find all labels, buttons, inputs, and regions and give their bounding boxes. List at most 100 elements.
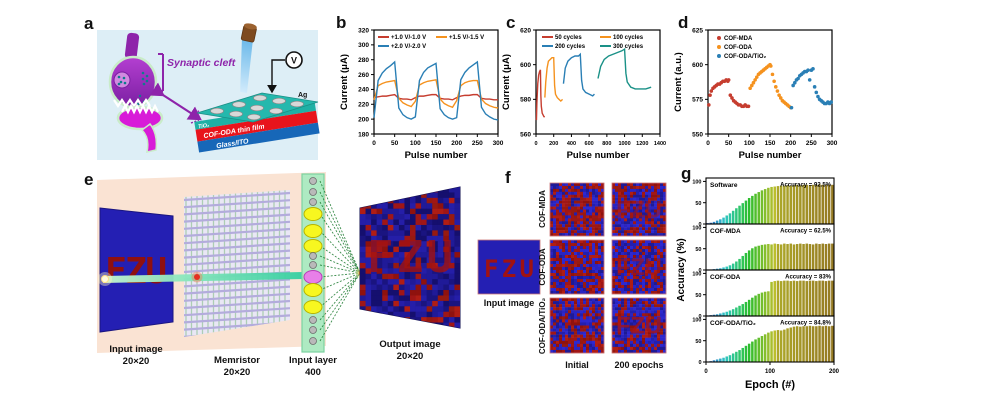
- svg-text:100: 100: [744, 140, 755, 147]
- svg-text:300: 300: [493, 140, 504, 147]
- svg-text:100: 100: [692, 226, 701, 232]
- g-subplot-name-3: COF-ODA/TiO₂: [710, 320, 756, 327]
- svg-text:100: 100: [692, 272, 701, 278]
- series-1: [544, 57, 564, 103]
- svg-text:50: 50: [695, 247, 701, 253]
- series-0: [535, 69, 545, 121]
- svg-text:800: 800: [602, 141, 611, 147]
- f-recovered-letters: FZU: [616, 254, 662, 281]
- e-input-layer: [301, 173, 368, 353]
- voltmeter-icon: V: [267, 51, 303, 94]
- e-output-image-caption: Output image: [379, 339, 440, 350]
- svg-text:550: 550: [692, 131, 703, 138]
- neuron-icon: [303, 300, 323, 314]
- svg-text:100: 100: [692, 180, 701, 186]
- noise-grid: [550, 298, 605, 354]
- svg-text:150: 150: [431, 140, 442, 147]
- svg-text:200: 200: [785, 140, 796, 147]
- f-input-caption: Input image: [484, 298, 535, 308]
- chart-c: 560 580 600 620 0 200 400 600 800 1000 1200 1400 Pul…: [501, 27, 666, 161]
- svg-text:320: 320: [358, 27, 369, 34]
- chart-d-materials: 550 575 600 625 0 50 100 150 200 250 300 Pulse numb…: [673, 27, 838, 161]
- vesicle-icon: [113, 71, 131, 89]
- chart-g-accuracy: 0 50 100 Software Accuracy = 92.5% 0 50 100 COF-…: [676, 177, 840, 391]
- g-subplot-name-1: COF-MDA: [710, 228, 741, 235]
- panel-a-label: a: [84, 14, 94, 33]
- g-subplot-name-0: Software: [710, 182, 738, 189]
- svg-text:580: 580: [520, 97, 531, 104]
- svg-text:240: 240: [358, 87, 369, 94]
- svg-text:250: 250: [472, 140, 483, 147]
- f-col-label-200epochs: 200 epochs: [614, 360, 663, 370]
- panel-d-label: d: [678, 13, 689, 32]
- svg-text:+1.0 V/-1.0 V: +1.0 V/-1.0 V: [391, 35, 426, 41]
- noise-grid: [612, 240, 667, 295]
- svg-text:0: 0: [698, 314, 701, 320]
- panel-g-label: g: [681, 164, 692, 183]
- layer-label-tio2: TiO₂: [198, 123, 210, 131]
- legend-item-0: 50 cycles: [542, 35, 582, 41]
- series-0: [373, 93, 498, 101]
- e-input-image: FZU: [99, 207, 174, 333]
- neuron-icon: [303, 224, 323, 238]
- e-input-image-caption: Input image: [109, 344, 162, 355]
- series-2: [373, 60, 499, 121]
- node-icon: [309, 177, 317, 185]
- node-icon: [309, 337, 317, 345]
- legend-item-3: 300 cycles: [600, 44, 644, 50]
- svg-text:150: 150: [765, 140, 776, 147]
- noise-grid: [550, 183, 605, 237]
- legend-item-1: +1.5 V/-1.5 V: [436, 35, 484, 41]
- svg-text:1200: 1200: [636, 141, 648, 147]
- svg-text:575: 575: [692, 97, 703, 104]
- beam-memristor-dot: [194, 274, 200, 280]
- g-subplot-accuracy-0: Accuracy = 92.5%: [780, 183, 832, 189]
- panel-c-label: c: [506, 13, 516, 32]
- svg-text:50: 50: [725, 140, 733, 147]
- series-2: [789, 67, 833, 110]
- electrode-label: Ag: [298, 92, 307, 99]
- g-subplot-accuracy-1: Accuracy = 62.5%: [780, 229, 832, 235]
- legend-item-1: COF-ODA: [717, 45, 753, 51]
- node-icon: [309, 316, 317, 324]
- node-icon: [309, 198, 317, 206]
- g-subplot-accuracy-2: Accuracy = 83%: [785, 275, 832, 281]
- e-output-image: FZU: [359, 186, 461, 329]
- e-output-image-size: 20×20: [397, 351, 424, 362]
- g-subplot-name-2: COF-ODA: [710, 274, 741, 281]
- svg-text:0: 0: [372, 140, 376, 147]
- chart-c-cycling: 560 580 600 620 0 200 400 600 800 1000 1200 1400 Pul…: [501, 27, 666, 161]
- svg-text:1400: 1400: [654, 141, 666, 147]
- svg-text:220: 220: [358, 102, 369, 109]
- panel-e-label: e: [84, 170, 94, 189]
- svg-text:620: 620: [520, 27, 531, 34]
- svg-text:400: 400: [567, 141, 576, 147]
- svg-text:200: 200: [829, 369, 840, 375]
- svg-text:100 cycles: 100 cycles: [613, 35, 644, 41]
- g-x-axis-title: Epoch (#): [745, 379, 795, 391]
- svg-text:180: 180: [358, 131, 369, 138]
- series-2: [562, 52, 595, 97]
- f-grid-image: [549, 297, 605, 354]
- svg-text:0: 0: [706, 140, 710, 147]
- chart-b-potentiation-voltages: 180 200 220 240 260 280 300 320 0 50 100 150 200 250 3…: [339, 27, 504, 161]
- e-input-letters: FZU: [105, 251, 167, 292]
- legend-item-2: 200 cycles: [542, 44, 586, 50]
- g-subplot-1: 0 50 100 COF-MDA Accuracy = 62.5%: [692, 223, 835, 274]
- svg-text:0: 0: [698, 222, 701, 228]
- f-input-letters: FZU: [484, 255, 534, 283]
- series-0: [707, 78, 751, 109]
- x-axis-title: Pulse number: [567, 150, 630, 161]
- f-grid-image: [549, 182, 605, 237]
- beam-source-dot: [101, 275, 109, 283]
- probe-icon: [240, 23, 257, 94]
- svg-text:100: 100: [410, 140, 421, 147]
- svg-text:625: 625: [692, 27, 703, 34]
- synaptic-cleft-label: Synaptic cleft: [167, 57, 236, 69]
- svg-text:50: 50: [391, 140, 399, 147]
- g-subplot-0: 0 50 100 Software Accuracy = 92.5%: [692, 177, 835, 228]
- panel-f-label: f: [505, 168, 511, 187]
- svg-text:300: 300: [827, 140, 838, 147]
- neuron-icon: [303, 239, 323, 253]
